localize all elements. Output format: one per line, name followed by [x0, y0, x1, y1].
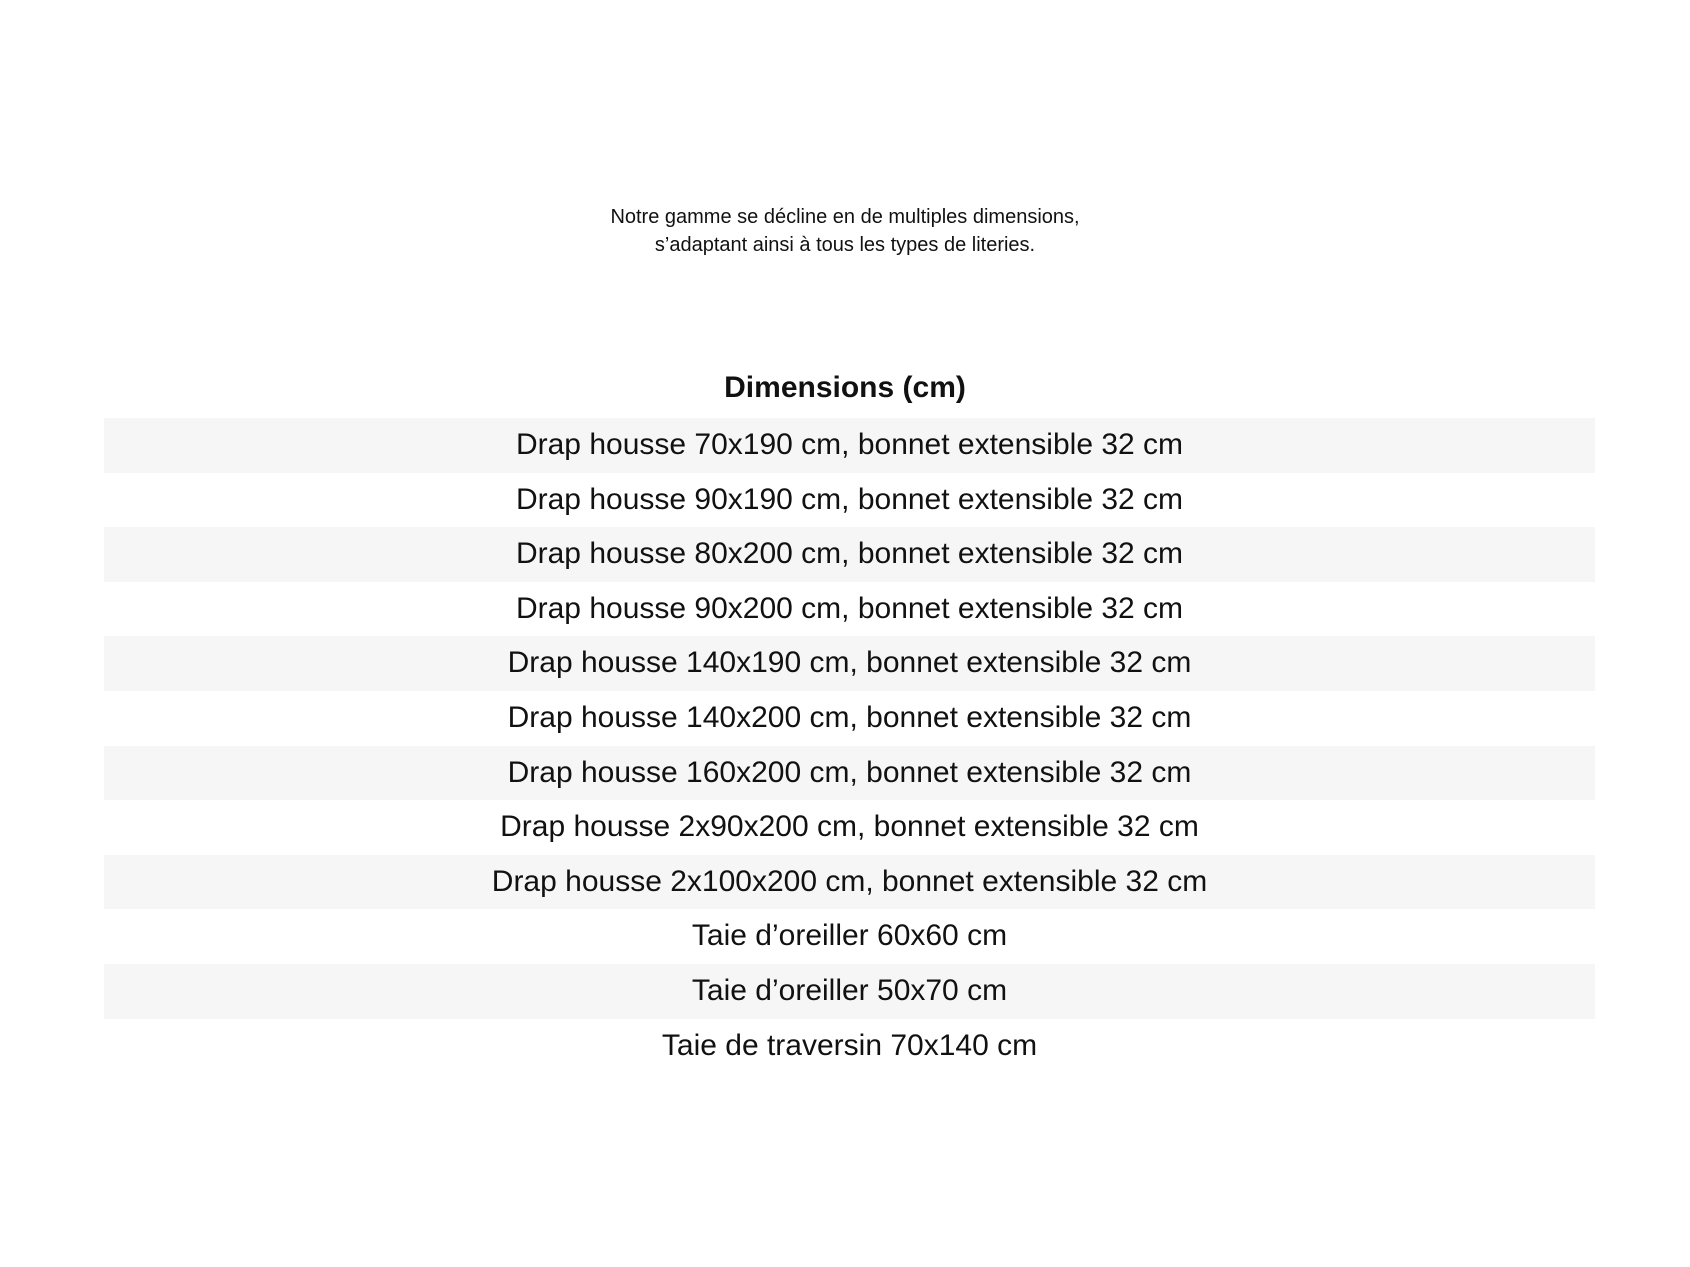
intro-text: Notre gamme se décline en de multiples d…	[0, 203, 1690, 259]
table-row: Taie d’oreiller 50x70 cm	[104, 963, 1595, 1019]
dimensions-table: Drap housse 70x190 cm, bonnet extensible…	[104, 418, 1595, 1073]
table-row: Drap housse 160x200 cm, bonnet extensibl…	[104, 745, 1595, 801]
table-header: Dimensions (cm)	[724, 371, 966, 404]
table-row: Drap housse 2x90x200 cm, bonnet extensib…	[500, 810, 1199, 844]
table-row: Drap housse 80x200 cm, bonnet extensible…	[104, 527, 1595, 582]
intro-line-1: Notre gamme se décline en de multiples d…	[610, 206, 1080, 228]
table-row: Taie de traversin 70x140 cm	[661, 1028, 1038, 1062]
table-row: Drap housse 90x190 cm, bonnet extensible…	[515, 482, 1184, 516]
table-row: Drap housse 70x190 cm, bonnet extensible…	[104, 418, 1595, 473]
table-row: Drap housse 140x190 cm, bonnet extensibl…	[104, 636, 1595, 691]
table-row: Taie d’oreiller 60x60 cm	[691, 919, 1008, 953]
intro-line-2: s’adaptant ainsi à tous les types de lit…	[654, 234, 1036, 256]
table-row: Drap housse 140x200 cm, bonnet extensibl…	[507, 700, 1192, 734]
table-row: Drap housse 2x100x200 cm, bonnet extensi…	[104, 854, 1595, 910]
table-row: Drap housse 90x200 cm, bonnet extensible…	[515, 591, 1184, 625]
